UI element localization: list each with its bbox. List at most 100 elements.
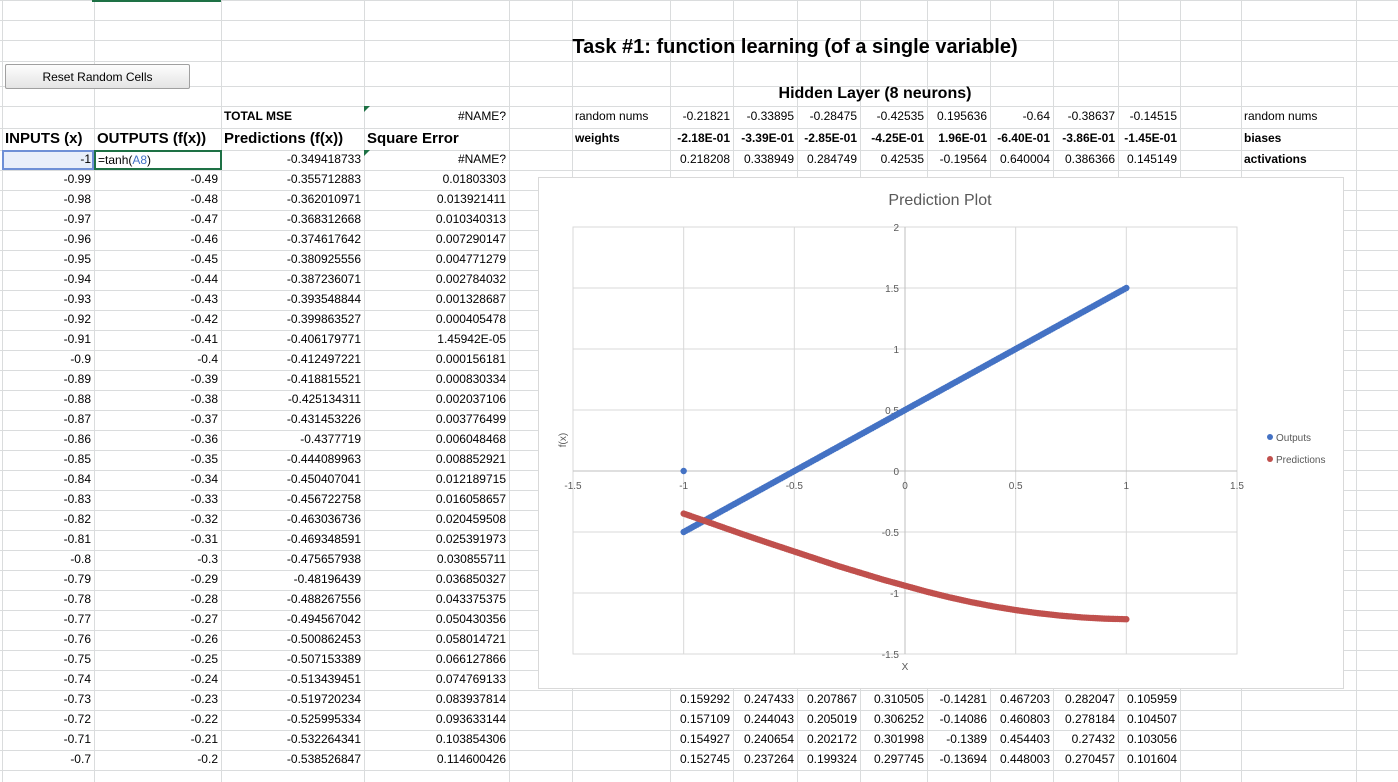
square-error-cell[interactable]: 0.004771279 <box>435 252 506 266</box>
activation-row-cell[interactable]: 0.270457 <box>1064 752 1115 766</box>
output-cell[interactable]: -0.46 <box>190 232 218 246</box>
output-cell[interactable]: -0.34 <box>190 472 218 486</box>
square-error-cell[interactable]: 0.000156181 <box>435 352 506 366</box>
square-error-cell[interactable]: 0.012189715 <box>435 472 506 486</box>
output-cell[interactable]: -0.29 <box>190 572 218 586</box>
input-cell[interactable]: -0.88 <box>63 392 91 406</box>
square-error-cell[interactable]: 0.020459508 <box>435 512 506 526</box>
square-error-cell[interactable]: 0.025391973 <box>435 532 506 546</box>
input-cell[interactable]: -0.76 <box>63 632 91 646</box>
input-cell-first[interactable]: -1 <box>80 152 91 166</box>
activation-row-cell[interactable]: 0.467203 <box>999 692 1050 706</box>
square-error-cell[interactable]: 0.000405478 <box>435 312 506 326</box>
prediction-cell[interactable]: -0.4377719 <box>300 432 361 446</box>
input-cell[interactable]: -0.78 <box>63 592 91 606</box>
input-cell[interactable]: -0.89 <box>63 372 91 386</box>
activation-row-cell[interactable]: 0.278184 <box>1064 712 1115 726</box>
prediction-cell[interactable]: -0.475657938 <box>286 552 361 566</box>
prediction-cell[interactable]: -0.380925556 <box>286 252 361 266</box>
header-square-error[interactable]: Square Error <box>367 130 459 147</box>
prediction-cell[interactable]: -0.399863527 <box>286 312 361 326</box>
square-error-cell[interactable]: 0.001328687 <box>435 292 506 306</box>
input-cell[interactable]: -0.96 <box>63 232 91 246</box>
prediction-cell[interactable]: -0.418815521 <box>286 372 361 386</box>
activation-row-cell[interactable]: 0.207867 <box>806 692 857 706</box>
prediction-cell[interactable]: -0.368312668 <box>286 212 361 226</box>
square-error-cell-first[interactable]: #NAME? <box>457 152 506 166</box>
output-cell[interactable]: -0.2 <box>197 752 218 766</box>
activation-row-cell[interactable]: 0.101604 <box>1126 752 1177 766</box>
input-cell[interactable]: -0.84 <box>63 472 91 486</box>
output-cell[interactable]: -0.49 <box>190 172 218 186</box>
input-cell[interactable]: -0.77 <box>63 612 91 626</box>
input-cell[interactable]: -0.72 <box>63 712 91 726</box>
input-cell[interactable]: -0.81 <box>63 532 91 546</box>
square-error-cell[interactable]: 0.093633144 <box>435 712 506 726</box>
prediction-cell[interactable]: -0.494567042 <box>286 612 361 626</box>
input-cell[interactable]: -0.97 <box>63 212 91 226</box>
output-cell[interactable]: -0.32 <box>190 512 218 526</box>
input-cell[interactable]: -0.75 <box>63 652 91 666</box>
activation-row-cell[interactable]: 0.301998 <box>873 732 924 746</box>
activation-cell[interactable]: 0.386366 <box>1064 152 1115 166</box>
input-cell[interactable]: -0.93 <box>63 292 91 306</box>
random-num-cell[interactable]: -0.64 <box>1022 109 1050 123</box>
square-error-cell[interactable]: 0.006048468 <box>435 432 506 446</box>
activation-row-cell[interactable]: 0.306252 <box>873 712 924 726</box>
input-cell[interactable]: -0.87 <box>63 412 91 426</box>
square-error-cell[interactable]: 0.002037106 <box>435 392 506 406</box>
output-cell[interactable]: -0.48 <box>190 192 218 206</box>
output-cell[interactable]: -0.31 <box>190 532 218 546</box>
output-cell[interactable]: -0.25 <box>190 652 218 666</box>
prediction-cell[interactable]: -0.393548844 <box>286 292 361 306</box>
activation-row-cell[interactable]: 0.240654 <box>743 732 794 746</box>
input-cell[interactable]: -0.99 <box>63 172 91 186</box>
activation-row-cell[interactable]: 0.310505 <box>873 692 924 706</box>
output-cell[interactable]: -0.21 <box>190 732 218 746</box>
prediction-cell[interactable]: -0.500862453 <box>286 632 361 646</box>
square-error-cell[interactable]: 0.083937814 <box>435 692 506 706</box>
activation-cell[interactable]: 0.640004 <box>999 152 1050 166</box>
activation-row-cell[interactable]: -0.14281 <box>939 692 987 706</box>
prediction-cell[interactable]: -0.406179771 <box>286 332 361 346</box>
output-cell[interactable]: -0.28 <box>190 592 218 606</box>
prediction-cell[interactable]: -0.538526847 <box>286 752 361 766</box>
prediction-cell[interactable]: -0.374617642 <box>286 232 361 246</box>
activation-cell[interactable]: 0.218208 <box>679 152 730 166</box>
prediction-cell[interactable]: -0.513439451 <box>286 672 361 686</box>
input-cell[interactable]: -0.8 <box>70 552 91 566</box>
output-cell[interactable]: -0.3 <box>197 552 218 566</box>
activation-row-cell[interactable]: -0.13694 <box>939 752 987 766</box>
activation-row-cell[interactable]: 0.247433 <box>743 692 794 706</box>
input-cell[interactable]: -0.95 <box>63 252 91 266</box>
square-error-cell[interactable]: 0.074769133 <box>435 672 506 686</box>
square-error-cell[interactable]: 0.016058657 <box>435 492 506 506</box>
activation-row-cell[interactable]: 0.199324 <box>806 752 857 766</box>
activation-cell[interactable]: 0.284749 <box>806 152 857 166</box>
prediction-cell[interactable]: -0.412497221 <box>286 352 361 366</box>
weight-cell[interactable]: 1.96E-01 <box>938 131 987 145</box>
activation-row-cell[interactable]: 0.237264 <box>743 752 794 766</box>
square-error-cell[interactable]: 1.45942E-05 <box>437 332 506 346</box>
activation-row-cell[interactable]: 0.460803 <box>999 712 1050 726</box>
output-cell[interactable]: -0.38 <box>190 392 218 406</box>
output-cell[interactable]: -0.24 <box>190 672 218 686</box>
square-error-cell[interactable]: 0.007290147 <box>435 232 506 246</box>
prediction-cell[interactable]: -0.431453226 <box>286 412 361 426</box>
input-cell[interactable]: -0.9 <box>70 352 91 366</box>
formula-edit-cell[interactable]: =tanh(A8) <box>94 150 222 170</box>
weight-cell[interactable]: -2.18E-01 <box>677 131 730 145</box>
activation-row-cell[interactable]: 0.205019 <box>806 712 857 726</box>
square-error-cell[interactable]: 0.066127866 <box>435 652 506 666</box>
random-num-cell[interactable]: 0.195636 <box>936 109 987 123</box>
prediction-cell[interactable]: -0.525995334 <box>286 712 361 726</box>
random-num-cell[interactable]: -0.33895 <box>746 109 794 123</box>
total-mse-value[interactable]: #NAME? <box>457 109 506 123</box>
output-cell[interactable]: -0.44 <box>190 272 218 286</box>
square-error-cell[interactable]: 0.050430356 <box>435 612 506 626</box>
activation-row-cell[interactable]: 0.104507 <box>1126 712 1177 726</box>
square-error-cell[interactable]: 0.008852921 <box>435 452 506 466</box>
prediction-cell[interactable]: -0.387236071 <box>286 272 361 286</box>
weight-cell[interactable]: -4.25E-01 <box>871 131 924 145</box>
input-cell[interactable]: -0.86 <box>63 432 91 446</box>
